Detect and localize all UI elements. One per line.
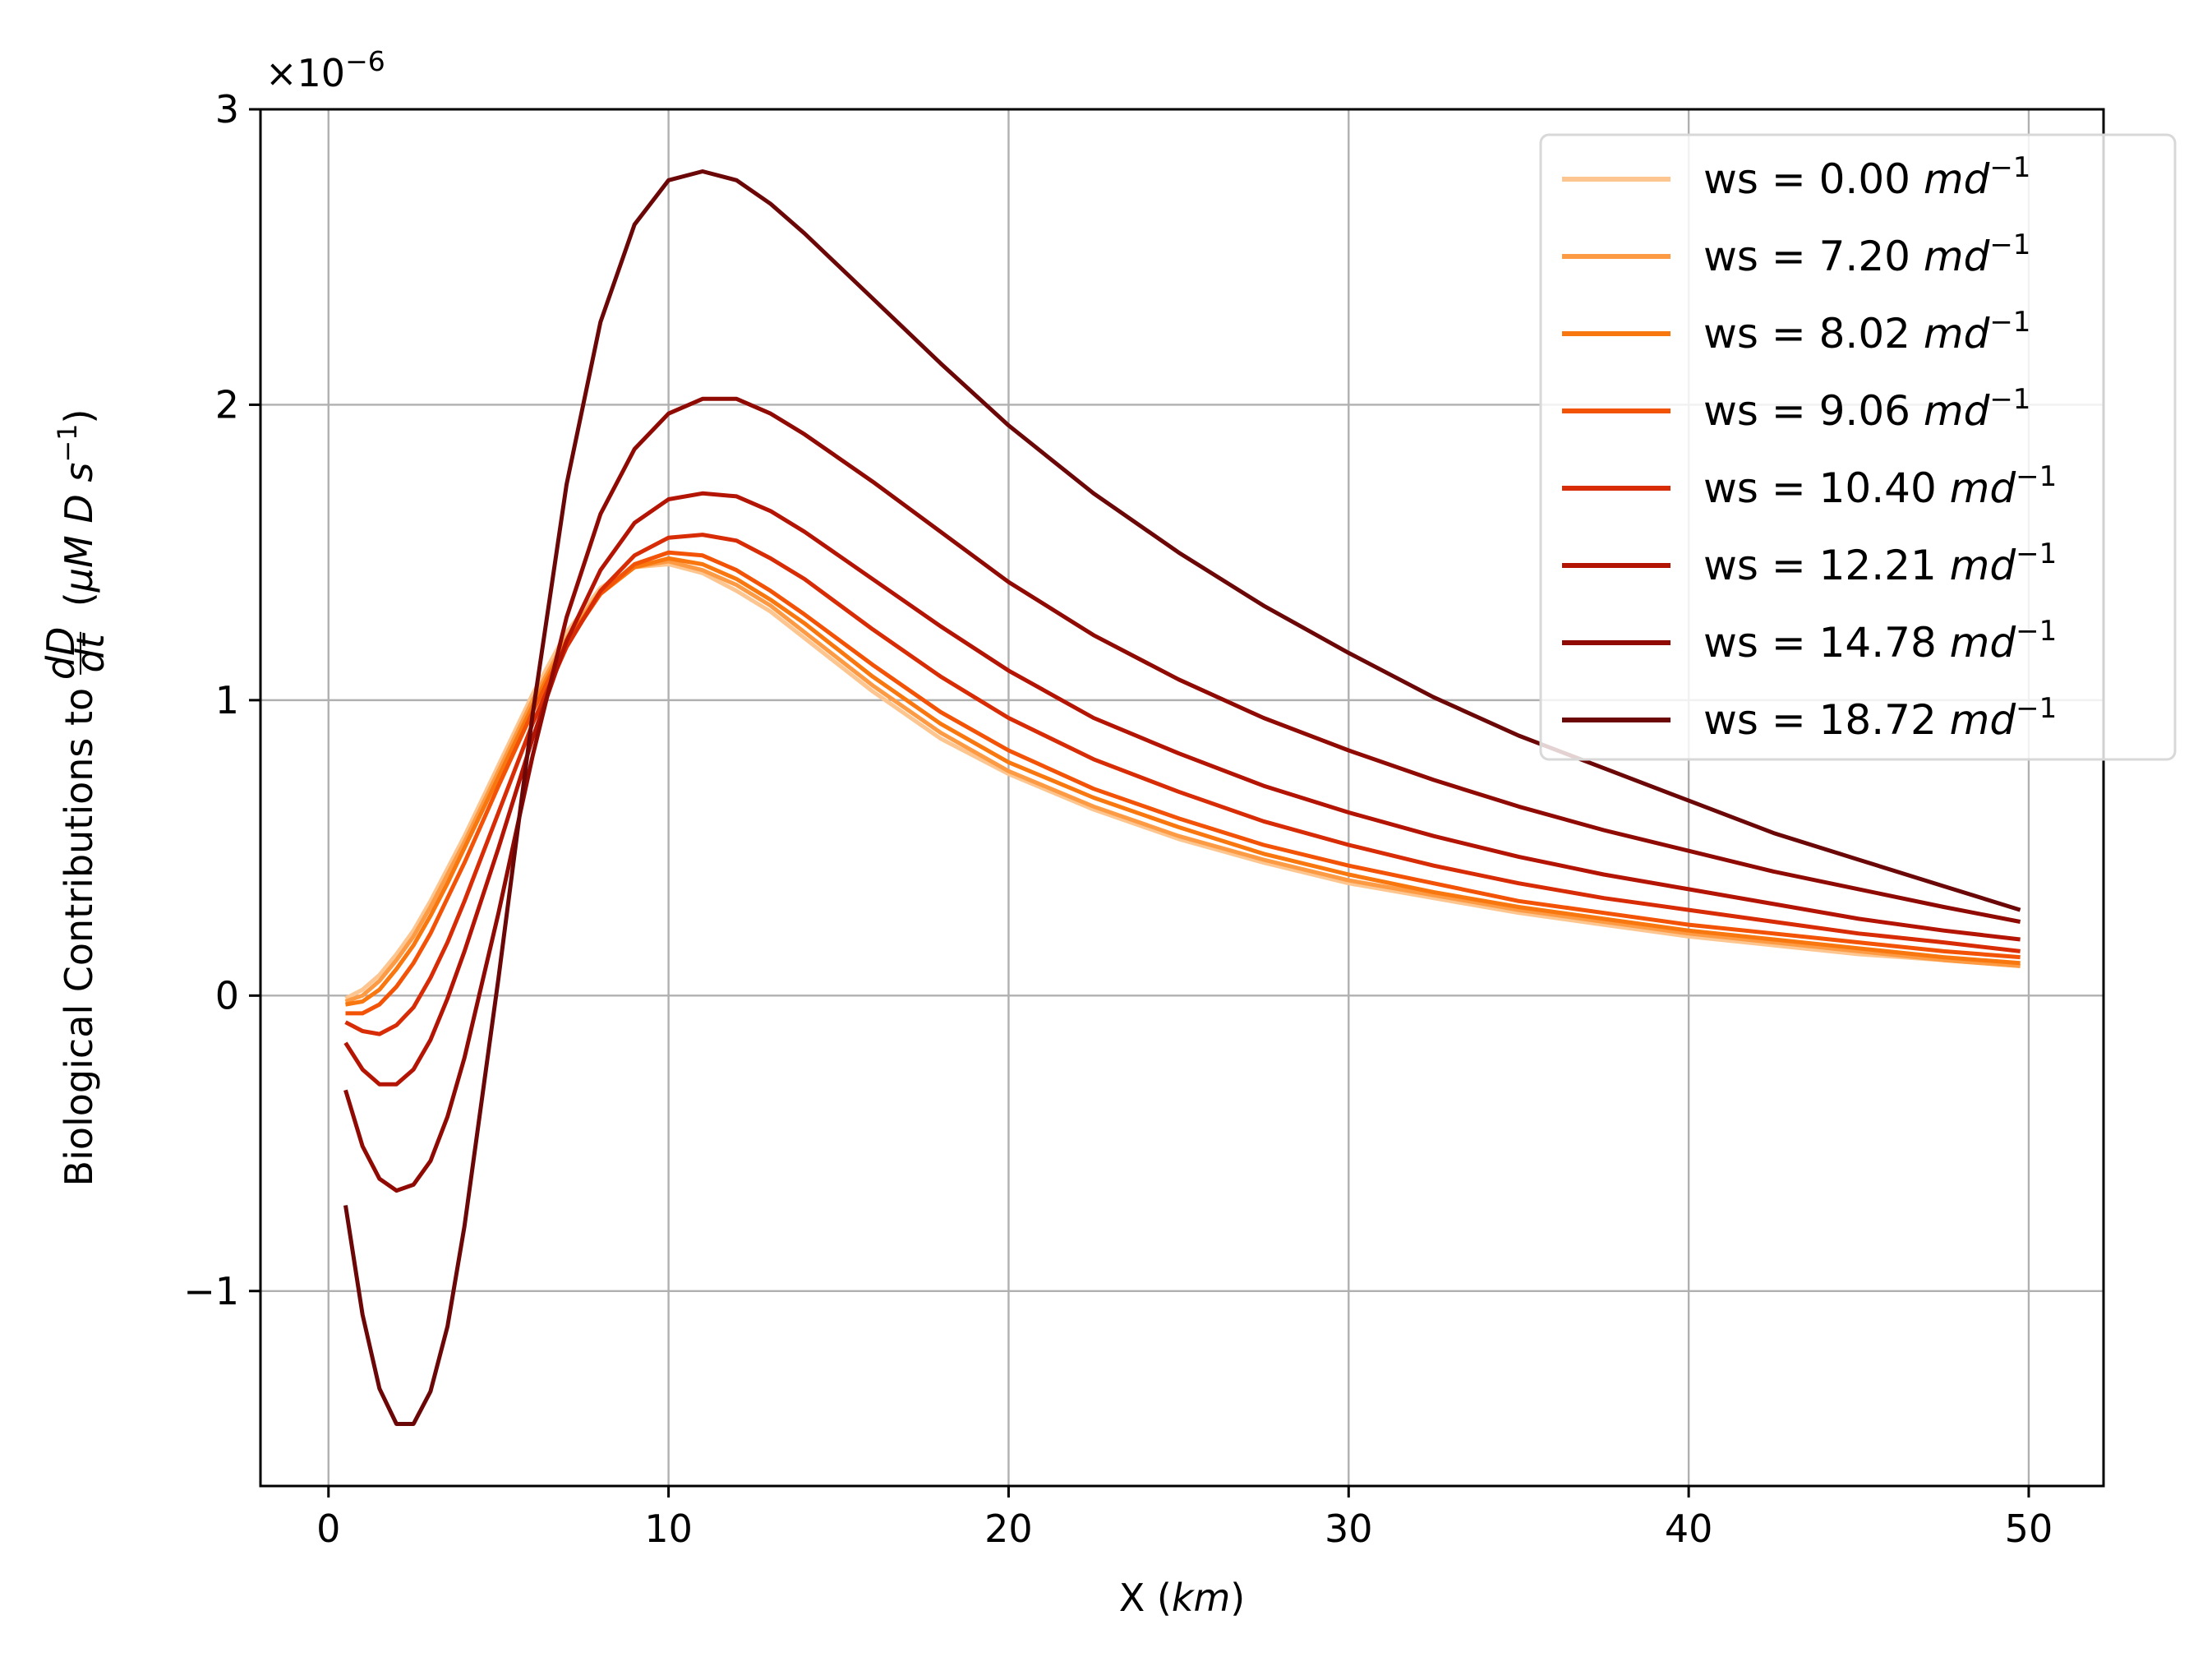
y-axis-label-close: )	[57, 409, 101, 424]
x-tick-label: 50	[2005, 1507, 2053, 1551]
legend-label-value: 18.72	[1819, 696, 1950, 744]
x-axis-label-close-paren: )	[1230, 1576, 1245, 1620]
legend-label-unit: md	[1924, 387, 1990, 435]
legend-label-value: 10.40	[1819, 464, 1950, 512]
y-axis-label-fraction-numerator: dD	[39, 627, 83, 681]
x-tick-label: 30	[1325, 1507, 1373, 1551]
legend-label: ws = 10.40 md−1	[1703, 460, 2057, 512]
legend-label-value: 7.20	[1819, 233, 1924, 280]
y-tick-label: 3	[215, 87, 239, 132]
legend-label-prefix: ws =	[1703, 155, 1819, 203]
series-line-ws-10.40	[344, 533, 2021, 1036]
legend-label-prefix: ws =	[1703, 619, 1819, 667]
legend-label-unit-exponent: −1	[1989, 151, 2030, 184]
ticks: 0 10 20 30 40 50 −1 0 1 2 3	[183, 87, 2053, 1551]
y-tick-label: 1	[215, 678, 239, 722]
legend-label-value: 9.06	[1819, 387, 1924, 435]
legend-label-value: 12.21	[1819, 542, 1950, 589]
legend-label-unit-exponent: −1	[2016, 692, 2057, 725]
series-line-ws-12.21	[343, 491, 2021, 1087]
y-axis-label-unit: μM D s	[57, 463, 101, 593]
x-tick-label: 20	[984, 1507, 1033, 1551]
legend-label-value: 8.02	[1819, 310, 1924, 358]
legend-label-prefix: ws =	[1703, 542, 1819, 589]
y-axis-label: Biological Contributions to (μM D s−1) d…	[39, 409, 113, 1187]
y-axis-label-prefix: Biological Contributions to	[57, 688, 101, 1187]
legend-label: ws = 7.20 md−1	[1703, 228, 2030, 280]
legend-label: ws = 9.06 md−1	[1703, 383, 2030, 435]
y-offset-exponent: −6	[345, 45, 385, 77]
y-axis-label-text: Biological Contributions to (μM D s−1)	[52, 409, 101, 1187]
y-offset-text: ×10−6	[265, 45, 385, 96]
legend-label-unit: md	[1924, 233, 1990, 280]
y-offset-base: ×10	[265, 51, 345, 95]
legend-label: ws = 0.00 md−1	[1703, 151, 2030, 203]
x-axis-label-name: X	[1119, 1576, 1145, 1620]
legend-label: ws = 12.21 md−1	[1703, 538, 2057, 589]
y-axis-label-spacer: (	[57, 592, 101, 619]
series-line-ws-14.78	[343, 396, 2021, 1193]
legend-label-unit-exponent: −1	[1989, 383, 2030, 416]
series-line-ws-9.06	[345, 550, 2021, 1016]
y-axis-label-fraction: dD dt	[39, 627, 113, 681]
legend-label-prefix: ws =	[1703, 233, 1819, 280]
legend-label-unit-exponent: −1	[2016, 460, 2057, 493]
legend: ws = 0.00 md−1ws = 7.20 md−1ws = 8.02 md…	[1539, 133, 2177, 761]
x-axis-label: X (km)	[1119, 1576, 1246, 1620]
legend-label-unit-exponent: −1	[2016, 615, 2057, 648]
y-tick-label: 2	[215, 382, 239, 427]
legend-label-unit-exponent: −1	[1989, 306, 2030, 339]
x-tick-label: 10	[644, 1507, 693, 1551]
legend-label-unit: md	[1924, 155, 1990, 203]
legend-label: ws = 8.02 md−1	[1703, 306, 2030, 358]
legend-label: ws = 18.72 md−1	[1703, 692, 2057, 744]
y-tick-label: −1	[183, 1269, 239, 1313]
legend-label-value: 14.78	[1819, 619, 1950, 667]
legend-label-value: 0.00	[1819, 155, 1924, 203]
legend-label: ws = 14.78 md−1	[1703, 615, 2057, 667]
x-axis-label-open-paren: (	[1145, 1576, 1172, 1620]
legend-label-prefix: ws =	[1703, 387, 1819, 435]
series-line-ws-8.02	[345, 556, 2021, 1007]
series-line-ws-0.00	[344, 562, 2021, 1001]
legend-label-unit: md	[1950, 696, 2016, 744]
legend-label-unit-exponent: −1	[2016, 538, 2057, 570]
legend-label-unit: md	[1950, 542, 2016, 589]
legend-label-unit: md	[1924, 310, 1990, 358]
plot-frame	[259, 108, 2105, 1488]
legend-label-unit: md	[1950, 464, 2016, 512]
legend-label-unit-exponent: −1	[1989, 228, 2030, 261]
y-axis-label-fraction-denominator: dt	[68, 632, 113, 672]
legend-label-unit: md	[1950, 619, 2016, 667]
legend-box	[1539, 133, 2177, 761]
legend-label-prefix: ws =	[1703, 310, 1819, 358]
legend-label-prefix: ws =	[1703, 696, 1819, 744]
x-tick-label: 40	[1665, 1507, 1713, 1551]
x-tick-label: 0	[316, 1507, 340, 1551]
y-tick-label: 0	[215, 973, 239, 1018]
legend-label-prefix: ws =	[1703, 464, 1819, 512]
y-axis-label-unit-exponent: −1	[52, 423, 83, 462]
x-axis-label-unit: km	[1172, 1576, 1230, 1620]
series-line-ws-7.20	[344, 559, 2021, 1004]
